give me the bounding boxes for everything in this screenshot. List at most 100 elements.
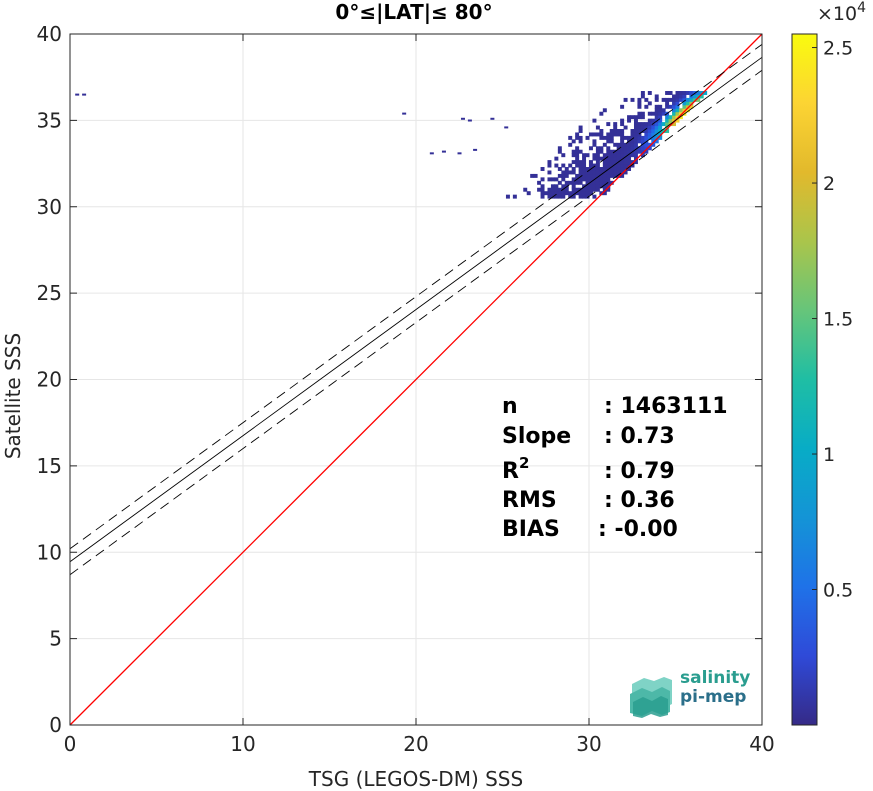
density-cell xyxy=(647,142,652,147)
density-cell xyxy=(640,135,645,140)
colorbar-tick-label: 1.5 xyxy=(823,309,853,331)
density-cell xyxy=(675,94,680,99)
density-cell xyxy=(609,149,614,154)
density-outlier xyxy=(457,152,462,155)
density-cell xyxy=(658,118,663,123)
density-cell xyxy=(644,142,649,147)
stat-label-text: RMS xyxy=(502,488,557,513)
density-cell xyxy=(654,94,659,99)
density-cell xyxy=(602,177,607,182)
density-cell xyxy=(571,160,576,165)
density-cell xyxy=(582,173,587,178)
density-cell xyxy=(658,135,663,140)
density-cell xyxy=(592,194,597,199)
density-cell xyxy=(675,104,680,109)
density-cell xyxy=(609,135,614,140)
density-cell xyxy=(568,191,573,196)
density-cell xyxy=(505,194,510,199)
density-cell xyxy=(571,170,576,175)
stat-label-text: R xyxy=(502,459,519,484)
density-cell xyxy=(620,156,625,161)
density-cell xyxy=(561,153,566,158)
density-cell xyxy=(637,149,642,154)
density-cell xyxy=(616,149,621,154)
density-cell xyxy=(606,149,611,154)
density-cell xyxy=(585,173,590,178)
density-cell xyxy=(654,108,659,113)
density-cell xyxy=(620,122,625,127)
density-cell xyxy=(623,135,628,140)
y-tick-label: 35 xyxy=(37,108,62,132)
density-cell xyxy=(578,194,583,199)
density-cell xyxy=(606,146,611,151)
density-cell xyxy=(602,187,607,192)
density-cell xyxy=(630,135,635,140)
density-cell xyxy=(637,97,642,102)
density-cell xyxy=(665,125,670,130)
density-cell xyxy=(640,115,645,120)
density-cell xyxy=(589,170,593,175)
density-cell xyxy=(658,108,663,113)
y-axis-ticks: 0 5 10 15 20 25 30 35 40 xyxy=(37,22,762,737)
density-cell xyxy=(620,135,625,140)
density-cell xyxy=(571,187,576,192)
density-cell xyxy=(620,139,625,144)
density-cell xyxy=(523,187,528,192)
density-cell xyxy=(609,129,614,133)
y-tick-label: 20 xyxy=(37,368,62,392)
density-cell xyxy=(592,142,597,147)
density-cell xyxy=(623,160,628,165)
density-cell xyxy=(595,177,600,182)
density-cell xyxy=(554,163,559,168)
density-cell xyxy=(602,108,607,113)
density-cell xyxy=(647,125,652,130)
density-cell xyxy=(595,156,600,161)
density-cell xyxy=(540,194,545,199)
density-cell xyxy=(512,194,517,199)
density-cell xyxy=(620,149,625,154)
y-axis-label: Satellite SSS xyxy=(1,333,25,459)
density-cell xyxy=(582,184,587,189)
density-cell xyxy=(599,184,604,189)
logo-text-salinity: salinity xyxy=(680,668,750,688)
density-cell xyxy=(585,180,590,185)
density-cell xyxy=(592,118,597,123)
density-cell xyxy=(654,135,659,140)
density-cell xyxy=(554,187,559,192)
x-axis-ticks: 0 10 20 30 40 xyxy=(64,34,775,756)
density-cell xyxy=(578,125,583,130)
density-cell xyxy=(637,129,642,133)
density-cell xyxy=(595,132,600,137)
density-cell xyxy=(644,149,649,154)
density-cell xyxy=(561,163,566,168)
density-outlier xyxy=(82,93,87,96)
density-cell xyxy=(675,97,680,102)
density-cell xyxy=(627,160,632,165)
density-cell xyxy=(533,173,538,178)
density-cell xyxy=(585,170,590,175)
density-cell xyxy=(568,135,573,140)
density-cell xyxy=(571,194,576,199)
density-cell xyxy=(685,101,690,106)
density-cell xyxy=(609,156,614,161)
density-cell xyxy=(658,111,663,116)
density-cell xyxy=(651,125,656,130)
density-cell xyxy=(547,170,552,175)
density-cell xyxy=(537,187,542,192)
density-outlier xyxy=(441,150,446,153)
density-cell xyxy=(592,170,597,175)
density-cell xyxy=(599,191,604,196)
density-cell xyxy=(609,139,614,144)
density-cell xyxy=(557,187,562,192)
density-cell xyxy=(606,160,611,165)
density-cell xyxy=(578,149,583,154)
density-cell xyxy=(557,180,562,185)
stat-value-bias: : -0.00 xyxy=(598,517,678,542)
density-cell xyxy=(561,173,566,178)
density-cell xyxy=(689,91,694,95)
density-outlier xyxy=(504,126,509,129)
density-cell xyxy=(675,115,680,120)
y-tick-label: 5 xyxy=(49,627,62,651)
density-cell xyxy=(685,91,690,95)
density-cell xyxy=(575,187,580,192)
